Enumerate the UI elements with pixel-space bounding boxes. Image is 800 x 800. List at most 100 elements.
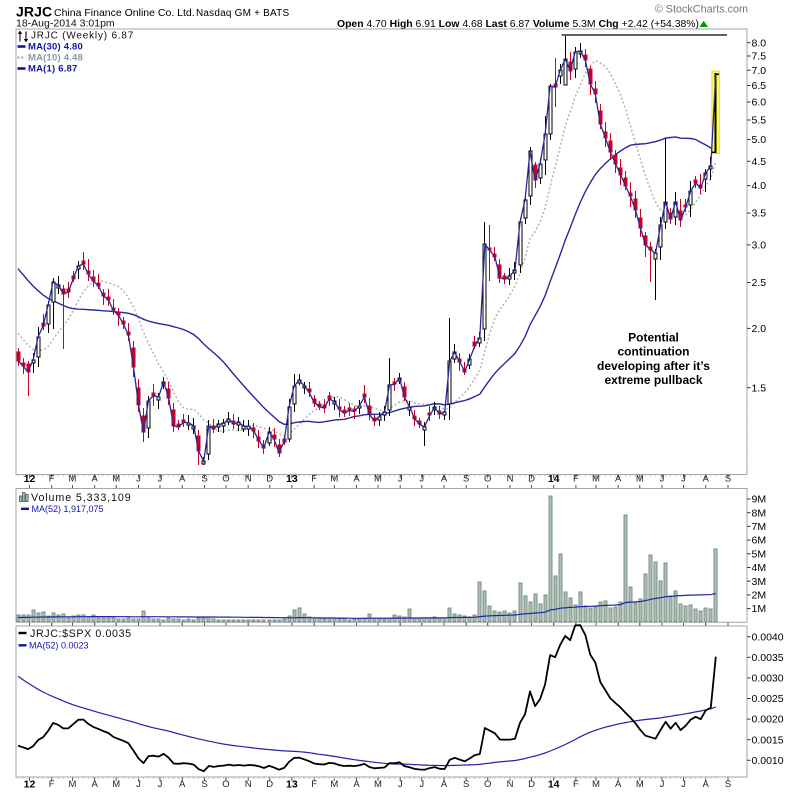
svg-text:F: F	[573, 474, 579, 485]
svg-text:5M: 5M	[752, 548, 767, 560]
svg-text:J: J	[681, 474, 686, 485]
svg-text:D: D	[528, 779, 535, 790]
svg-text:J: J	[398, 474, 403, 485]
svg-text:extreme pullback: extreme pullback	[604, 373, 702, 387]
svg-text:6M: 6M	[752, 535, 767, 547]
svg-text:4.5: 4.5	[752, 156, 767, 168]
svg-text:A: A	[179, 474, 186, 485]
svg-text:M: M	[69, 779, 77, 790]
svg-text:13: 13	[286, 779, 298, 791]
svg-text:0.0030: 0.0030	[752, 673, 784, 685]
svg-text:Open 4.70 High 6.91 Low 4.68 L: Open 4.70 High 6.91 Low 4.68 Last 6.87 V…	[337, 19, 699, 30]
svg-text:0.0020: 0.0020	[752, 714, 784, 726]
svg-text:M: M	[592, 474, 600, 485]
svg-text:M: M	[330, 779, 338, 790]
svg-text:12: 12	[24, 473, 36, 485]
svg-text:MA(52) 1,917,075: MA(52) 1,917,075	[32, 504, 104, 514]
svg-text:MA(52) 0.0023: MA(52) 0.0023	[29, 641, 89, 651]
svg-text:3.5: 3.5	[752, 208, 767, 220]
svg-text:© StockCharts.com: © StockCharts.com	[655, 4, 748, 16]
svg-text:Potential: Potential	[628, 331, 679, 345]
svg-text:1M: 1M	[752, 603, 767, 615]
svg-text:A: A	[92, 474, 99, 485]
svg-text:J: J	[419, 779, 424, 790]
svg-text:M: M	[374, 779, 382, 790]
svg-text:12: 12	[24, 779, 36, 791]
svg-text:JRJC:$SPX 0.0035: JRJC:$SPX 0.0035	[30, 628, 132, 640]
svg-text:0.0015: 0.0015	[752, 734, 784, 746]
svg-text:JRJC: JRJC	[16, 4, 52, 20]
svg-text:A: A	[703, 779, 710, 790]
svg-text:Volume 5,333,109: Volume 5,333,109	[31, 492, 132, 504]
svg-text:2.5: 2.5	[752, 277, 767, 289]
svg-text:O: O	[484, 779, 491, 790]
svg-text:4.0: 4.0	[752, 180, 767, 192]
svg-text:M: M	[374, 474, 382, 485]
svg-text:S: S	[201, 779, 207, 790]
svg-text:8M: 8M	[752, 507, 767, 519]
svg-text:J: J	[419, 474, 424, 485]
svg-text:A: A	[615, 474, 622, 485]
svg-text:A: A	[92, 779, 99, 790]
svg-text:4M: 4M	[752, 562, 767, 574]
svg-text:F: F	[49, 474, 55, 485]
svg-text:J: J	[660, 779, 665, 790]
svg-text:N: N	[245, 779, 252, 790]
svg-text:6.0: 6.0	[752, 97, 767, 109]
svg-text:6.5: 6.5	[752, 80, 767, 92]
svg-text:A: A	[353, 779, 360, 790]
svg-text:7.5: 7.5	[752, 51, 767, 63]
svg-text:JRJC (Weekly) 6.87: JRJC (Weekly) 6.87	[31, 31, 134, 42]
svg-text:7M: 7M	[752, 521, 767, 533]
svg-text:0.0035: 0.0035	[752, 652, 784, 664]
svg-text:F: F	[49, 779, 55, 790]
svg-text:2.0: 2.0	[752, 323, 767, 335]
svg-text:N: N	[507, 779, 514, 790]
svg-text:8.0: 8.0	[752, 37, 767, 49]
svg-text:A: A	[441, 474, 448, 485]
svg-text:Nasdaq GM + BATS: Nasdaq GM + BATS	[196, 8, 289, 19]
svg-text:J: J	[158, 474, 163, 485]
svg-text:5.0: 5.0	[752, 134, 767, 146]
svg-text:M: M	[69, 474, 77, 485]
svg-text:J: J	[398, 779, 403, 790]
svg-text:7.0: 7.0	[752, 65, 767, 77]
svg-text:3.0: 3.0	[752, 240, 767, 252]
svg-text:0.0040: 0.0040	[752, 631, 784, 643]
svg-text:A: A	[353, 474, 360, 485]
svg-text:S: S	[463, 779, 469, 790]
svg-text:D: D	[266, 474, 273, 485]
svg-text:3M: 3M	[752, 576, 767, 588]
svg-text:S: S	[201, 474, 207, 485]
svg-text:18-Aug-2014 3:01pm: 18-Aug-2014 3:01pm	[16, 18, 115, 30]
svg-text:5.5: 5.5	[752, 115, 767, 127]
svg-text:9M: 9M	[752, 494, 767, 506]
svg-text:S: S	[463, 474, 469, 485]
svg-text:A: A	[179, 779, 186, 790]
svg-text:0.0025: 0.0025	[752, 693, 784, 705]
svg-text:M: M	[592, 779, 600, 790]
svg-text:developing after it’s: developing after it’s	[597, 359, 710, 373]
svg-text:MA(10) 4.48: MA(10) 4.48	[28, 53, 83, 64]
svg-text:F: F	[311, 779, 317, 790]
svg-text:14: 14	[548, 473, 560, 485]
svg-text:O: O	[222, 779, 229, 790]
svg-text:M: M	[112, 474, 120, 485]
svg-text:MA(30) 4.80: MA(30) 4.80	[28, 42, 83, 53]
svg-text:14: 14	[548, 779, 560, 791]
svg-text:0.0010: 0.0010	[752, 755, 784, 767]
svg-text:J: J	[136, 779, 141, 790]
svg-text:J: J	[660, 474, 665, 485]
svg-text:F: F	[311, 474, 317, 485]
svg-text:O: O	[222, 474, 229, 485]
svg-text:J: J	[681, 779, 686, 790]
svg-text:M: M	[636, 779, 644, 790]
svg-text:M: M	[330, 474, 338, 485]
svg-text:A: A	[441, 779, 448, 790]
svg-text:O: O	[484, 474, 491, 485]
svg-text:M: M	[112, 779, 120, 790]
svg-text:N: N	[245, 474, 252, 485]
svg-text:A: A	[703, 474, 710, 485]
svg-text:S: S	[725, 474, 731, 485]
svg-text:D: D	[266, 779, 273, 790]
